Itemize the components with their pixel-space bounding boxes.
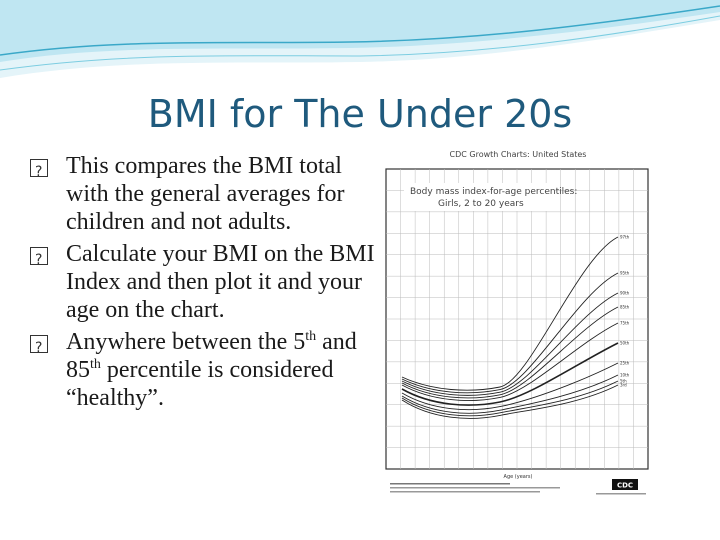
bullet-marker-icon: � bbox=[30, 246, 48, 274]
cdc-logo-icon bbox=[612, 479, 638, 490]
percentile-curve bbox=[401, 362, 619, 411]
footer-text-line bbox=[390, 491, 540, 493]
percentile-curve bbox=[401, 380, 619, 417]
percentile-curve bbox=[401, 306, 619, 399]
x-axis-label: Age (years) bbox=[504, 474, 533, 480]
percentile-label: 90th bbox=[620, 291, 630, 296]
footer-text-line bbox=[390, 487, 560, 489]
cdc-logo-text: CDC bbox=[617, 482, 633, 490]
chart-title-box bbox=[404, 183, 554, 211]
percentile-label: 10th bbox=[620, 373, 630, 378]
percentile-curve bbox=[401, 384, 619, 419]
percentile-label: 85th bbox=[620, 305, 630, 310]
bullet-marker-icon: � bbox=[30, 334, 48, 362]
bullet-list: � This compares the BMI total with the g… bbox=[30, 152, 375, 416]
ordinal-suffix: th bbox=[305, 329, 317, 344]
bullet-text: This compares the BMI total with the gen… bbox=[66, 153, 345, 235]
percentile-label: 5th bbox=[620, 379, 627, 384]
chart-grid bbox=[386, 169, 648, 469]
header-wave-decoration bbox=[0, 0, 720, 78]
bmi-growth-chart-figure: CDC Growth Charts: United States Body ma… bbox=[380, 145, 655, 505]
percentile-label: 97th bbox=[620, 235, 630, 240]
bullet-item: � Calculate your BMI on the BMI Index an… bbox=[30, 240, 375, 324]
bullet-item: � This compares the BMI total with the g… bbox=[30, 152, 375, 236]
percentile-curve bbox=[401, 342, 619, 406]
bullet-marker-icon: � bbox=[30, 158, 48, 186]
percentile-curve bbox=[401, 272, 619, 394]
footer-text-line bbox=[390, 483, 510, 485]
slide-title: BMI for The Under 20s bbox=[147, 92, 573, 136]
bullet-text: Calculate your BMI on the BMI Index and … bbox=[66, 241, 375, 323]
percentile-label: 95th bbox=[620, 271, 630, 276]
bullet-text-part: Anywhere between the 5 bbox=[66, 329, 306, 355]
chart-subtitle: Girls, 2 to 20 years bbox=[438, 199, 524, 209]
percentile-curve bbox=[401, 236, 619, 391]
percentile-label: 3rd bbox=[620, 383, 627, 388]
percentile-curve bbox=[401, 292, 619, 396]
percentile-label: 50th bbox=[620, 341, 630, 346]
percentile-curve bbox=[401, 322, 619, 401]
chart-title: Body mass index-for-age percentiles: bbox=[410, 187, 577, 197]
figure-header: CDC Growth Charts: United States bbox=[450, 150, 587, 159]
percentile-curves bbox=[401, 236, 619, 419]
bullet-text-part: percentile is considered “healthy”. bbox=[66, 357, 334, 411]
percentile-curve bbox=[401, 374, 619, 414]
footer-text-line bbox=[596, 493, 646, 495]
percentile-label: 75th bbox=[620, 321, 630, 326]
bullet-text-part: and 85 bbox=[66, 329, 357, 383]
bullet-item: � Anywhere between the 5th and 85th perc… bbox=[30, 328, 375, 412]
growth-chart-svg: CDC Growth Charts: United States Body ma… bbox=[385, 150, 649, 495]
ordinal-suffix: th bbox=[90, 357, 101, 372]
percentile-label: 25th bbox=[620, 361, 630, 366]
